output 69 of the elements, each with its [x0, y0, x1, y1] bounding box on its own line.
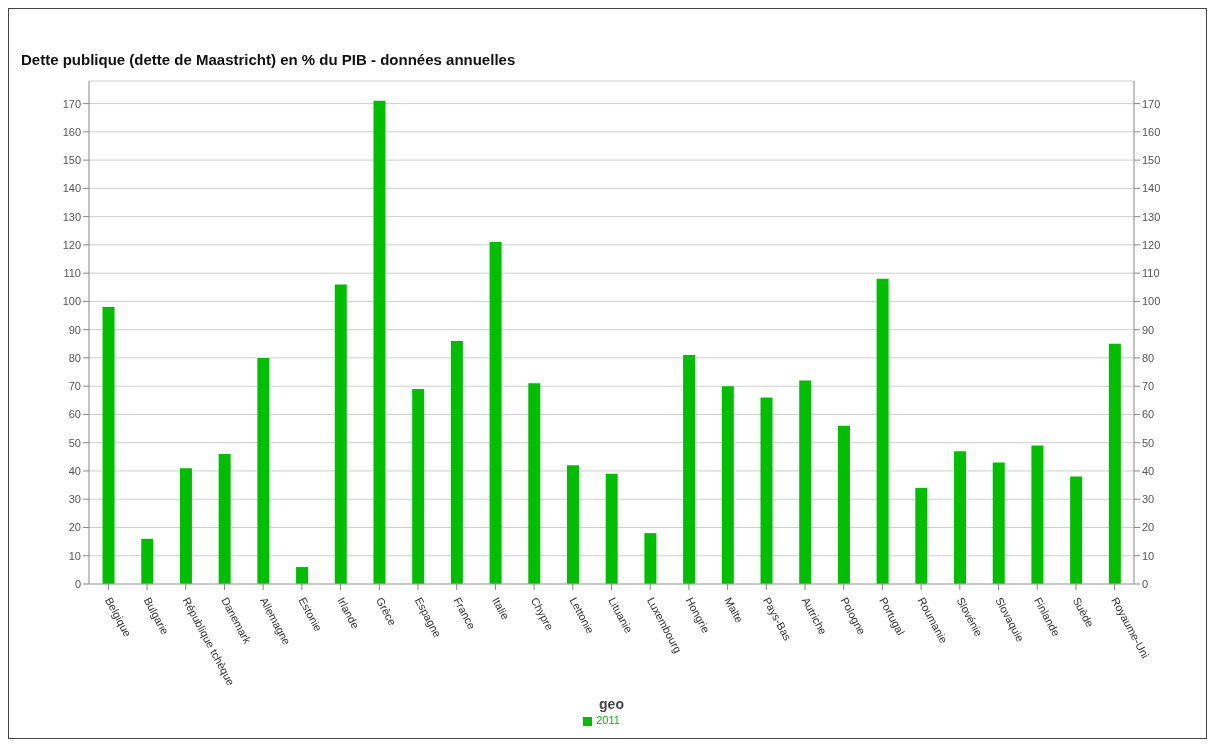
bar	[102, 307, 115, 584]
y-tick-label: 90	[68, 323, 81, 336]
bar	[1031, 445, 1044, 584]
bar	[528, 383, 541, 584]
x-tick-label: Italie	[490, 595, 512, 622]
y2-tick-label: 20	[1142, 521, 1155, 534]
y-tick-label: 120	[62, 238, 81, 251]
bar	[296, 567, 309, 584]
bar	[179, 468, 192, 584]
bar	[566, 465, 579, 584]
bar	[760, 397, 773, 584]
y2-tick-label: 60	[1142, 408, 1155, 421]
y-tick-label: 80	[68, 351, 81, 364]
legend-label: 2011	[596, 714, 620, 726]
bar	[334, 284, 347, 584]
chart-title: Dette publique (dette de Maastricht) en % du PIB - données annuelles	[21, 51, 516, 68]
y-tick-label: 30	[68, 493, 81, 506]
bar	[450, 340, 463, 584]
y-tick-label: 10	[68, 549, 81, 562]
bar	[915, 487, 928, 584]
bar	[876, 278, 889, 584]
bar	[644, 533, 657, 584]
y2-tick-label: 80	[1142, 351, 1155, 364]
y-tick-label: 150	[62, 154, 81, 167]
bar	[412, 389, 425, 584]
y2-tick-label: 10	[1142, 549, 1155, 562]
y2-tick-label: 120	[1142, 238, 1161, 251]
y-tick-label: 100	[62, 295, 81, 308]
y2-tick-label: 30	[1142, 493, 1155, 506]
bar	[1070, 476, 1083, 584]
y-tick-label: 20	[68, 521, 81, 534]
y2-tick-label: 0	[1142, 577, 1149, 590]
bar	[1108, 343, 1121, 584]
x-tick-label: Malte	[722, 595, 746, 625]
y-tick-label: 160	[62, 125, 81, 138]
bar	[799, 380, 812, 584]
y2-tick-label: 110	[1142, 267, 1160, 280]
y2-tick-label: 130	[1142, 210, 1161, 223]
y-tick-label: 110	[63, 267, 81, 280]
x-axis-title: geo	[599, 696, 624, 712]
bar	[257, 357, 270, 584]
y2-tick-label: 90	[1142, 323, 1155, 336]
y2-tick-label: 170	[1142, 97, 1161, 110]
y-tick-label: 70	[68, 380, 81, 393]
x-tick-label: Grèce	[373, 595, 399, 628]
y2-tick-label: 40	[1142, 464, 1155, 477]
bar	[141, 538, 154, 584]
bar	[721, 386, 734, 584]
y-tick-label: 50	[68, 436, 81, 449]
bar	[489, 242, 502, 584]
y-tick-label: 140	[62, 182, 81, 195]
y2-tick-label: 140	[1142, 182, 1161, 195]
y2-tick-label: 160	[1142, 125, 1161, 138]
bar	[373, 100, 386, 584]
y-tick-label: 130	[62, 210, 81, 223]
y2-tick-label: 100	[1142, 295, 1161, 308]
y2-tick-label: 150	[1142, 154, 1161, 167]
y2-tick-label: 50	[1142, 436, 1155, 449]
y-tick-label: 60	[68, 408, 81, 421]
y-tick-label: 0	[74, 577, 81, 590]
bar	[954, 451, 967, 584]
y-tick-label: 40	[68, 464, 81, 477]
y2-tick-label: 70	[1142, 380, 1155, 393]
bar	[683, 355, 696, 584]
bar	[837, 425, 850, 584]
bar	[992, 462, 1005, 584]
bar	[605, 473, 618, 584]
y-tick-label: 170	[62, 97, 81, 110]
bar	[218, 454, 231, 584]
